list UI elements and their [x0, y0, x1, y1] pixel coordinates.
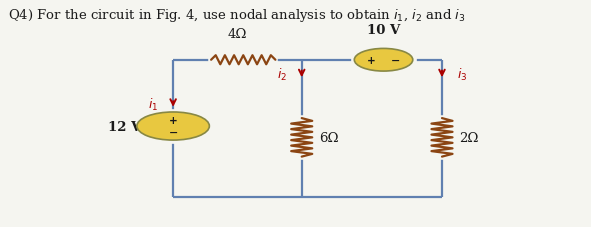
Text: 6Ω: 6Ω	[319, 131, 339, 144]
Circle shape	[355, 49, 413, 72]
Text: $i_2$: $i_2$	[277, 67, 287, 83]
Text: 4Ω: 4Ω	[228, 28, 247, 41]
Text: −: −	[391, 56, 401, 65]
Text: +: +	[169, 116, 177, 126]
Text: +: +	[367, 56, 376, 65]
Text: −: −	[168, 127, 178, 137]
Text: Q4) For the circuit in Fig. 4, use nodal analysis to obtain $i_1$, $i_2$ and $i_: Q4) For the circuit in Fig. 4, use nodal…	[8, 7, 465, 24]
Text: 2Ω: 2Ω	[460, 131, 479, 144]
Text: 12 V: 12 V	[108, 120, 141, 133]
Text: $i_3$: $i_3$	[457, 67, 467, 83]
Text: 10 V: 10 V	[367, 24, 400, 37]
Circle shape	[137, 113, 209, 141]
Text: $i_1$: $i_1$	[148, 96, 158, 113]
